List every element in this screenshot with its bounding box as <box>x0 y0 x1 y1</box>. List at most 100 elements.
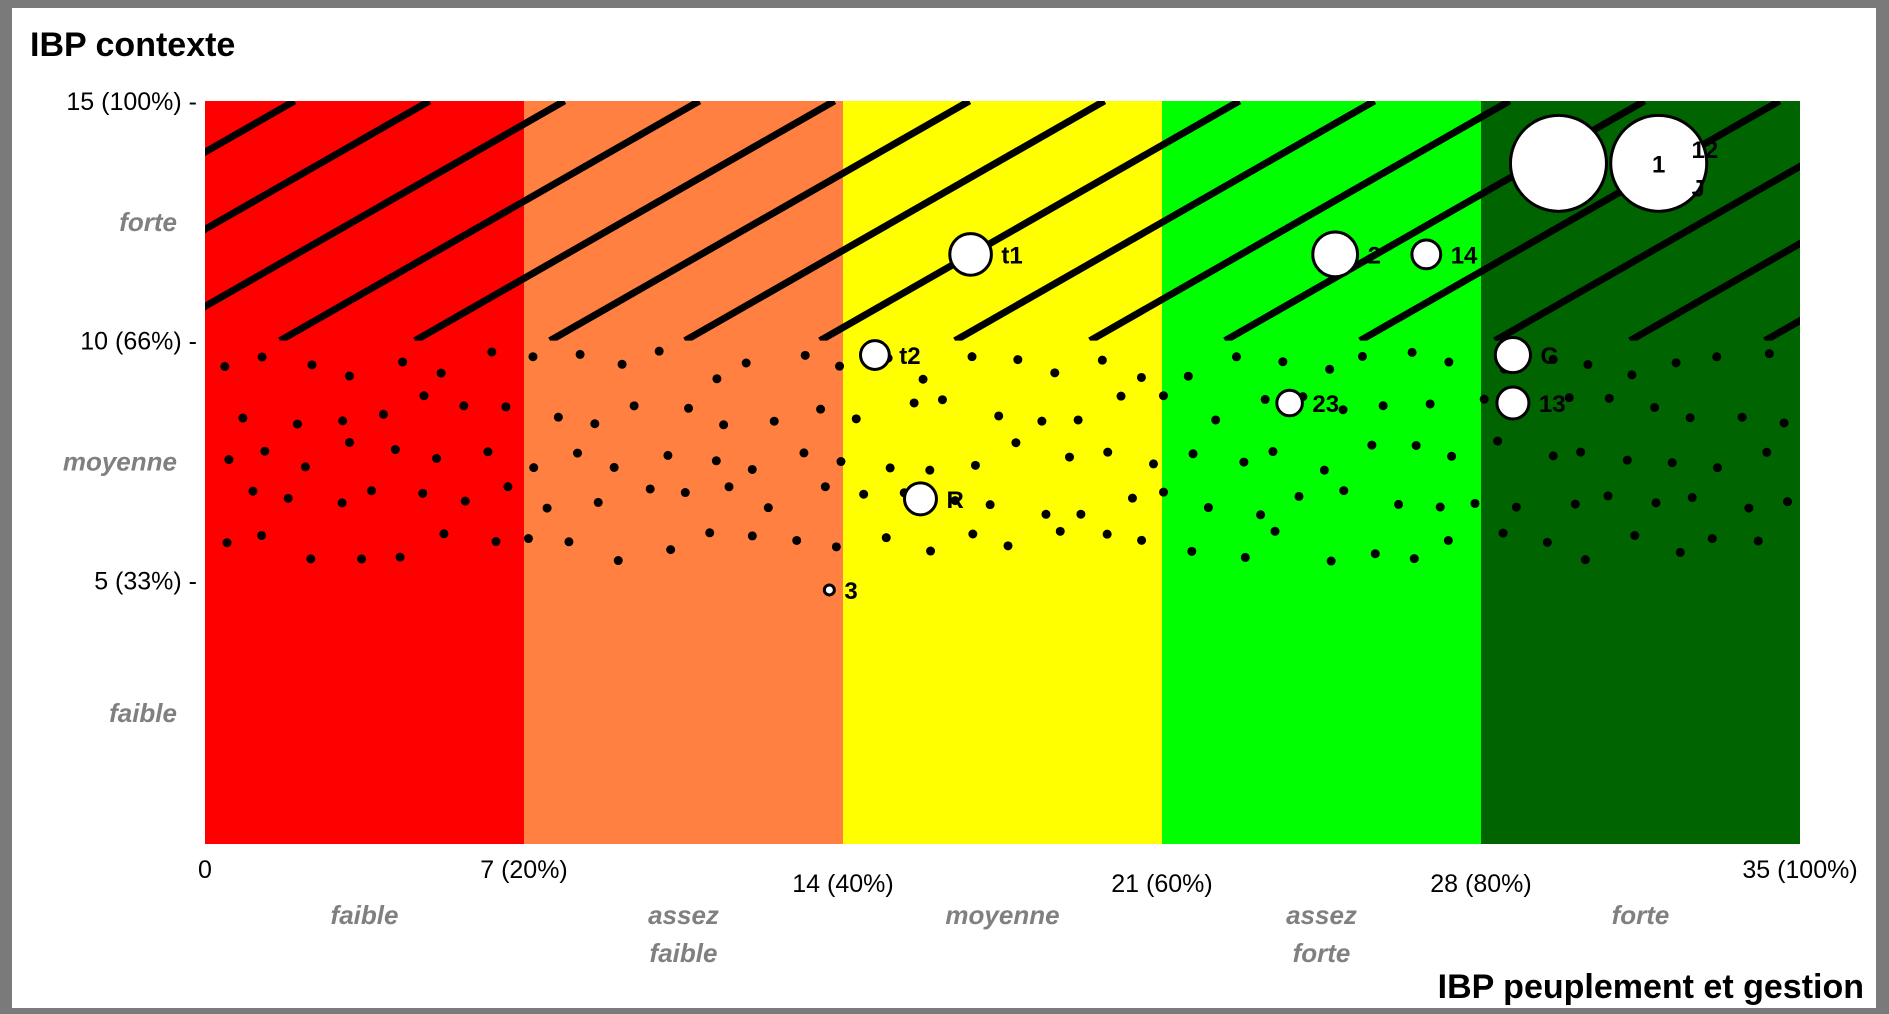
pattern-dot <box>491 537 501 547</box>
pattern-dot <box>1511 502 1521 512</box>
pattern-dot <box>1116 391 1126 401</box>
pattern-dot <box>1603 491 1613 501</box>
pattern-dot <box>1411 440 1421 450</box>
pattern-dot <box>593 497 603 507</box>
pattern-dot <box>1188 449 1198 459</box>
bubble-C <box>1493 335 1533 375</box>
pattern-dot <box>1097 355 1107 365</box>
pattern-dot <box>523 534 533 544</box>
hatch-line <box>953 101 1377 341</box>
pattern-dot <box>851 414 861 424</box>
bubble-13 <box>1495 385 1531 421</box>
y-tick-label-2: 5 (33%) - <box>94 567 197 595</box>
hatch-line <box>205 101 567 311</box>
pattern-dot <box>1319 465 1329 475</box>
pattern-dot <box>575 349 585 359</box>
pattern-dot <box>970 460 980 470</box>
pattern-dot <box>1050 368 1060 378</box>
pattern-dot <box>763 503 773 513</box>
pattern-dot <box>1622 455 1632 465</box>
pattern-dot <box>1011 438 1021 448</box>
point-label-23: 23 <box>1312 391 1339 418</box>
pattern-dot <box>283 493 293 503</box>
pattern-dot <box>238 413 248 423</box>
y-zone-label-0: forte <box>119 207 177 237</box>
pattern-dot <box>792 535 802 545</box>
y-tick-label-1: 10 (66%) - <box>80 328 197 356</box>
point-label-2: 2 <box>1368 242 1381 269</box>
pattern-dot <box>684 403 694 413</box>
pattern-dot <box>337 498 347 508</box>
pattern-dot <box>1630 531 1640 541</box>
pattern-dot <box>307 360 317 370</box>
pattern-dot <box>816 404 826 414</box>
pattern-dot <box>460 496 470 506</box>
pattern-dot <box>439 529 449 539</box>
pattern-dot <box>799 448 809 458</box>
pattern-dot <box>925 465 935 475</box>
pattern-dot <box>918 374 928 384</box>
pattern-dot <box>1278 357 1288 367</box>
pattern-dot <box>573 448 583 458</box>
pattern-dot <box>1707 534 1717 544</box>
bubble-R <box>902 481 938 517</box>
pattern-dot <box>292 419 302 429</box>
pattern-dot <box>542 503 552 513</box>
point-label-13: 13 <box>1539 391 1566 418</box>
hatch-line <box>12 101 24 341</box>
pattern-dot <box>260 446 270 456</box>
pattern-dot <box>1570 499 1580 509</box>
pattern-dot <box>1675 547 1685 557</box>
pattern-dot <box>1782 497 1792 507</box>
zone-band-4 <box>1481 101 1800 844</box>
pattern-dot <box>1435 502 1445 512</box>
pattern-dot <box>617 359 627 369</box>
pattern-dot <box>1580 555 1590 565</box>
pattern-dot <box>885 463 895 473</box>
dot-pattern-1 <box>220 346 1792 566</box>
point-label-12: 12 <box>1692 137 1719 164</box>
pattern-dot <box>1443 535 1453 545</box>
pattern-dot <box>390 445 400 455</box>
pattern-dot <box>1367 440 1377 450</box>
x-tick-label-0: 0 <box>198 856 212 884</box>
x-axis-title: IBP peuplement et gestion <box>1438 968 1864 1006</box>
pattern-dot <box>1240 552 1250 562</box>
hatch-line <box>1628 239 1800 341</box>
pattern-dot <box>529 463 539 473</box>
pattern-dot <box>1650 402 1660 412</box>
pattern-dot <box>1203 503 1213 513</box>
pattern-dot <box>1041 509 1051 519</box>
pattern-dot <box>1548 354 1558 364</box>
pattern-dot <box>1425 399 1435 409</box>
hatch-line <box>413 101 837 341</box>
pattern-dot <box>1338 405 1348 415</box>
pattern-dot <box>1479 394 1489 404</box>
pattern-dot <box>306 554 316 564</box>
pattern-dot <box>419 391 429 401</box>
pattern-dot <box>1779 418 1789 428</box>
pattern-dot <box>1136 372 1146 382</box>
pattern-dot <box>663 450 673 460</box>
point-label-t1: t1 <box>1001 242 1022 269</box>
pattern-dot <box>836 457 846 467</box>
pattern-dot <box>528 352 538 362</box>
y-zone-label-2: faible <box>109 698 177 728</box>
pattern-dot <box>1187 546 1197 556</box>
hatch-line <box>278 101 702 341</box>
point-label-t2: t2 <box>899 343 920 370</box>
point-label-14: 14 <box>1451 242 1478 269</box>
pattern-dot <box>487 347 497 357</box>
pattern-dot <box>1498 528 1508 538</box>
hatch-line <box>205 101 432 234</box>
x-tick-label-4: 28 (80%) <box>1430 870 1531 898</box>
hatch-line <box>1493 162 1800 341</box>
bubble-chart: 1 12 Jt1 2 14 t2 C 23 13 R 3 forte moyenne faible 15 … <box>12 26 1864 1006</box>
pattern-dot <box>1183 371 1193 381</box>
hatch-line <box>683 101 1107 341</box>
pattern-dot <box>1158 391 1168 401</box>
pattern-dot <box>831 542 841 552</box>
pattern-dot <box>741 358 751 368</box>
pattern-dot <box>1013 355 1023 365</box>
